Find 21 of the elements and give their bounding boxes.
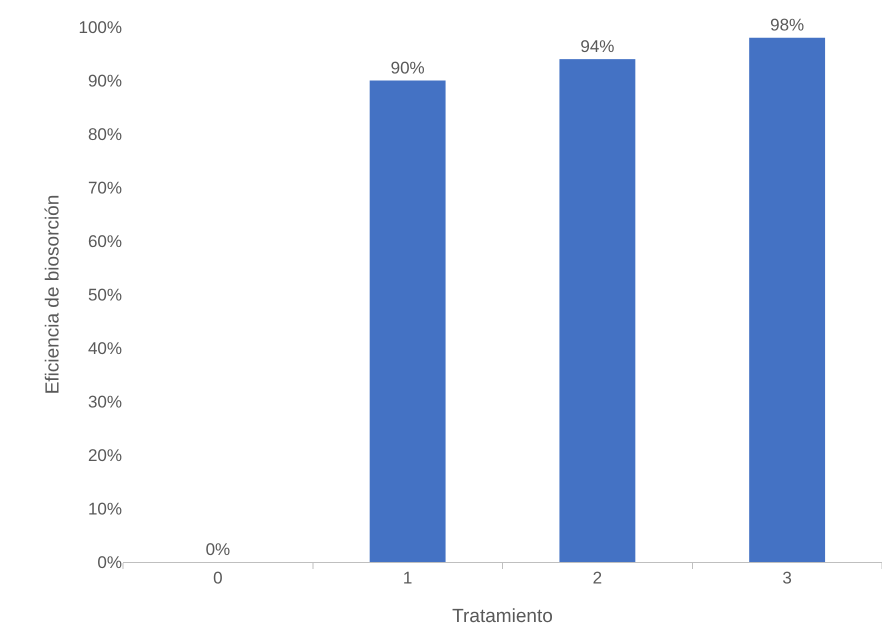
data-label: 98% — [770, 16, 804, 35]
data-label: 90% — [390, 58, 425, 78]
y-tick-label: 100% — [78, 18, 122, 37]
y-tick-label: 60% — [88, 232, 122, 251]
x-tick-label: 1 — [402, 568, 412, 588]
y-tick-label: 90% — [88, 71, 122, 90]
x-tick-label: 2 — [592, 568, 602, 588]
data-label: 94% — [580, 37, 614, 56]
x-axis-title: Tratamiento — [452, 606, 553, 628]
y-tick-label: 80% — [88, 124, 122, 144]
y-tick-label: 40% — [88, 338, 122, 358]
x-tick-label: 3 — [782, 568, 792, 588]
y-tick-label: 30% — [88, 392, 122, 412]
y-tick-label: 50% — [88, 285, 122, 304]
data-label: 0% — [206, 540, 230, 559]
y-tick-label: 70% — [88, 178, 122, 198]
y-tick-label: 10% — [88, 499, 122, 518]
y-tick-label: 0% — [97, 552, 122, 572]
y-tick-label: 20% — [88, 446, 122, 465]
x-tick-label: 0 — [213, 568, 223, 588]
y-axis-title: Eficiencia de biosorción — [42, 194, 64, 394]
